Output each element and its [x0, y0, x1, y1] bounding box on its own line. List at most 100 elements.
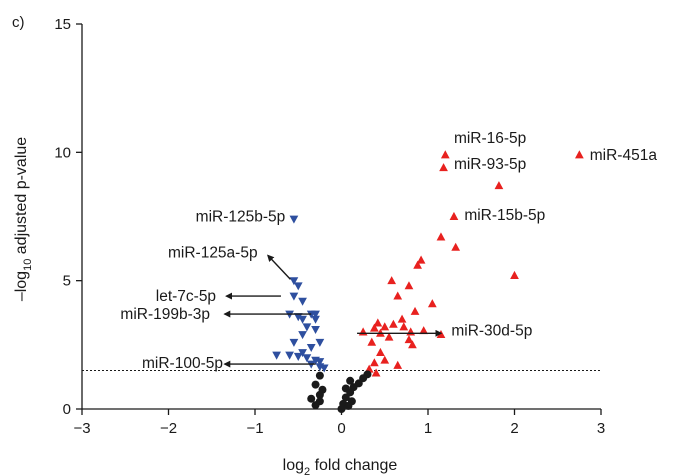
point-ns: [346, 376, 355, 385]
point-up: [440, 150, 450, 159]
point-up: [399, 322, 409, 331]
point-up: [427, 299, 437, 308]
point-down: [289, 215, 299, 224]
point-down: [293, 282, 303, 291]
point-up: [451, 242, 461, 251]
x-axis-title-subscript: 2: [304, 466, 310, 476]
y-tick-label: 15: [54, 16, 71, 33]
point-ns: [344, 401, 353, 410]
point-up: [367, 337, 377, 346]
annotation-label: miR-30d-5p: [451, 323, 532, 340]
axes: −3 −2 −1 0 1 2 3 0 5 10 15: [54, 16, 605, 437]
point-up: [358, 327, 368, 336]
y-tick-label: 5: [63, 273, 71, 290]
point-down: [298, 297, 307, 306]
annotation-label: miR-15b-5p: [464, 207, 545, 224]
x-axis-title: log2 fold change: [283, 457, 398, 476]
point-up: [371, 368, 381, 377]
point-down: [293, 352, 303, 361]
point-ns: [315, 371, 324, 380]
point-up: [387, 276, 397, 285]
y-axis-title: –log10 adjusted p-value: [13, 137, 34, 301]
point-up: [404, 335, 414, 344]
point-up: [413, 260, 422, 269]
point-down: [315, 358, 325, 367]
annotation-label: miR-451a: [590, 147, 658, 164]
point-up: [389, 319, 398, 328]
point-up: [397, 314, 407, 323]
point-down: [306, 343, 316, 352]
point-down: [289, 338, 299, 347]
x-axis-title-main: log: [283, 457, 304, 474]
point-ns: [307, 394, 316, 403]
annotation-arrow: [267, 254, 291, 280]
point-down: [311, 315, 320, 324]
point-up: [510, 270, 519, 279]
panel-label: c): [12, 14, 25, 31]
point-down: [311, 310, 320, 319]
point-up: [419, 326, 429, 335]
point-up: [439, 163, 448, 172]
point-up: [393, 291, 403, 300]
annotation-label: miR-125a-5p: [168, 244, 258, 261]
point-up: [575, 150, 584, 159]
x-tick-label: −3: [73, 420, 90, 437]
y-axis-title-pre: –log: [13, 271, 30, 301]
point-ns: [311, 380, 320, 389]
x-axis-title-rest: fold change: [310, 457, 397, 474]
y-tick-label: 10: [54, 144, 71, 161]
annotation-label: miR-100-5p: [142, 355, 223, 372]
point-ns: [315, 397, 324, 406]
point-up: [494, 181, 504, 190]
y-axis-title-rest: adjusted p-value: [13, 137, 30, 259]
point-down: [298, 331, 307, 340]
point-ns: [341, 384, 350, 393]
point-up: [404, 281, 414, 290]
data-points: [272, 150, 584, 413]
x-tick-label: 1: [424, 420, 432, 437]
annotation-label: miR-199b-3p: [120, 306, 210, 323]
x-tick-label: 2: [510, 420, 518, 437]
x-tick-label: 3: [597, 420, 605, 437]
point-up: [370, 323, 379, 332]
point-down: [319, 364, 329, 373]
point-down: [289, 277, 299, 286]
point-up: [406, 327, 416, 336]
x-tick-label: −1: [246, 420, 263, 437]
annotation-label: miR-16-5p: [454, 130, 526, 147]
point-down: [298, 349, 307, 358]
point-down: [315, 338, 325, 347]
point-down: [289, 292, 299, 301]
x-tick-label: −2: [160, 420, 177, 437]
point-up: [376, 347, 385, 356]
point-down: [311, 325, 320, 335]
annotation-label: miR-125b-5p: [196, 209, 286, 226]
point-up: [436, 329, 446, 339]
point-down: [302, 323, 312, 332]
annotation-label: let-7c-5p: [156, 288, 216, 305]
point-up: [410, 306, 420, 315]
point-ns: [359, 374, 368, 383]
point-up: [449, 211, 459, 220]
point-down: [285, 351, 294, 360]
point-up: [380, 322, 390, 331]
point-up: [393, 360, 403, 369]
point-up: [416, 255, 426, 264]
annotations: miR-451a miR-16-5p miR-93-5p miR-15b-5p miR-…: [120, 130, 657, 372]
annotation-label: miR-93-5p: [454, 156, 526, 173]
point-ns: [315, 390, 324, 399]
point-down: [272, 351, 281, 360]
point-down: [302, 354, 312, 363]
point-down: [298, 315, 307, 324]
x-tick-label: 0: [337, 420, 345, 437]
point-up: [380, 355, 390, 364]
point-up: [370, 358, 379, 367]
point-up: [408, 340, 417, 349]
y-axis-title-subscript: 10: [22, 259, 34, 271]
point-down: [293, 313, 303, 322]
point-up: [373, 318, 383, 327]
point-up: [436, 232, 446, 241]
y-tick-label: 0: [63, 401, 71, 418]
point-up: [384, 332, 394, 341]
